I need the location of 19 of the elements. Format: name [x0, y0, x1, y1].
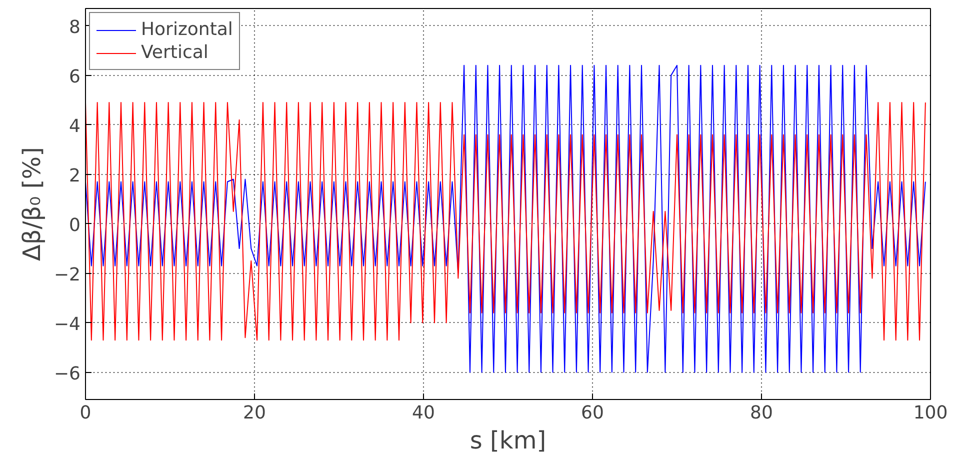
x-tick-label: 60 — [581, 402, 604, 424]
y-tick-label: −6 — [54, 363, 81, 384]
y-tick-label: 4 — [69, 116, 80, 137]
y-tick-label: −4 — [54, 314, 81, 335]
x-tick-label: 20 — [243, 402, 266, 424]
x-axis-title: s [km] — [470, 426, 546, 454]
y-tick-label: 0 — [69, 214, 80, 236]
line-series — [86, 64, 926, 373]
line-series — [86, 102, 926, 341]
y-axis-title: Δβ/β₀ [%] — [18, 147, 46, 261]
x-tick-label: 80 — [750, 402, 773, 424]
y-tick-label: 2 — [69, 165, 80, 186]
legend-label: Horizontal — [141, 19, 233, 40]
y-tick-label: 6 — [69, 66, 80, 88]
x-tick-label: 40 — [412, 402, 435, 424]
y-tick-label: 8 — [69, 16, 80, 38]
y-tick-label: −2 — [54, 264, 81, 286]
x-tick-label: 100 — [913, 402, 948, 424]
legend-label: Vertical — [141, 42, 208, 63]
